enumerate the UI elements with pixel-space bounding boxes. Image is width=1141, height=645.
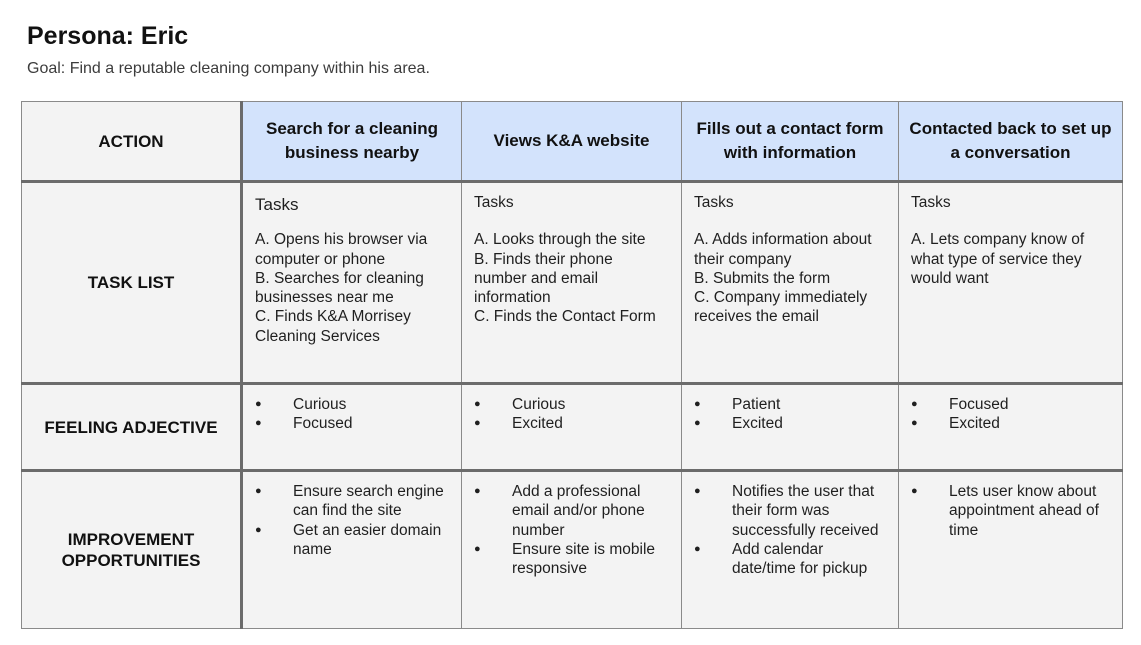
- stage-1-feelings: CuriousFocused: [241, 383, 462, 472]
- action-row: ACTION Search for a cleaning business ne…: [21, 101, 1123, 183]
- opportunity-item: Notifies the user that their form was su…: [694, 482, 890, 540]
- task-item: C. Finds K&A Morrisey Cleaning Services: [255, 308, 411, 345]
- task-item: C. Finds the Contact Form: [474, 308, 656, 326]
- opportunity-item: Ensure site is mobile responsive: [474, 540, 673, 579]
- stage-1-tasks: Tasks A. Opens his browser via computer …: [241, 181, 462, 385]
- tasks-label: Tasks: [474, 194, 514, 211]
- journey-map-table: ACTION Search for a cleaning business ne…: [21, 101, 1123, 629]
- stage-3-feelings: PatientExcited: [681, 383, 899, 472]
- tasks-label: Tasks: [911, 194, 951, 211]
- feeling-item: Excited: [911, 414, 1114, 434]
- stage-4-action: Contacted back to set up a conversation: [898, 101, 1123, 183]
- task-item: A. Adds information about their company: [694, 231, 872, 268]
- persona-title: Persona: Eric: [27, 22, 189, 50]
- row-header-improvement-line2: OPPORTUNITIES: [61, 551, 201, 570]
- row-header-action: ACTION: [21, 101, 243, 183]
- task-item: B. Finds their phone number and email in…: [474, 250, 613, 307]
- improvement-row: IMPROVEMENT OPPORTUNITIES Ensure search …: [21, 470, 1123, 629]
- stage-4-opportunities: Lets user know about appointment ahead o…: [898, 470, 1123, 629]
- feeling-item: Patient: [694, 395, 890, 415]
- task-item: A. Opens his browser via computer or pho…: [255, 231, 428, 268]
- stage-1-opportunities: Ensure search engine can find the siteGe…: [241, 470, 462, 629]
- persona-goal: Goal: Find a reputable cleaning company …: [27, 60, 430, 77]
- tasks-label: Tasks: [694, 194, 734, 211]
- task-item: A. Lets company know of what type of ser…: [911, 231, 1085, 287]
- feeling-item: Focused: [255, 414, 453, 434]
- task-item: A. Looks through the site: [474, 231, 646, 249]
- stage-2-action: Views K&A website: [461, 101, 682, 183]
- stage-2-tasks: Tasks A. Looks through the site B. Finds…: [461, 181, 682, 385]
- row-header-feeling: FEELING ADJECTIVE: [21, 383, 243, 472]
- tasks-label: Tasks: [255, 195, 299, 214]
- opportunity-item: Add a professional email and/or phone nu…: [474, 482, 673, 540]
- stage-3-opportunities: Notifies the user that their form was su…: [681, 470, 899, 629]
- opportunity-item: Get an easier domain name: [255, 521, 453, 560]
- task-item: C. Company immediately receives the emai…: [694, 289, 868, 326]
- feeling-item: Curious: [255, 395, 453, 415]
- feeling-item: Focused: [911, 395, 1114, 415]
- task-item: B. Searches for cleaning businesses near…: [255, 269, 424, 307]
- row-header-task-list: TASK LIST: [21, 181, 243, 385]
- feeling-item: Excited: [474, 414, 673, 434]
- feeling-item: Curious: [474, 395, 673, 415]
- stage-4-tasks: Tasks A. Lets company know of what type …: [898, 181, 1123, 385]
- opportunity-item: Lets user know about appointment ahead o…: [911, 482, 1114, 540]
- stage-4-feelings: FocusedExcited: [898, 383, 1123, 472]
- opportunity-item: Add calendar date/time for pickup: [694, 540, 890, 579]
- task-item: B. Submits the form: [694, 269, 831, 287]
- feeling-row: FEELING ADJECTIVE CuriousFocused Curious…: [21, 383, 1123, 472]
- row-header-improvement-line1: IMPROVEMENT: [67, 530, 195, 549]
- task-list-row: TASK LIST Tasks A. Opens his browser via…: [21, 181, 1123, 385]
- stage-2-opportunities: Add a professional email and/or phone nu…: [461, 470, 682, 629]
- opportunity-item: Ensure search engine can find the site: [255, 482, 453, 521]
- feeling-item: Excited: [694, 414, 890, 434]
- stage-2-feelings: CuriousExcited: [461, 383, 682, 472]
- stage-1-action: Search for a cleaning business nearby: [241, 101, 462, 183]
- stage-3-action: Fills out a contact form with informatio…: [681, 101, 899, 183]
- row-header-improvement: IMPROVEMENT OPPORTUNITIES: [21, 470, 243, 629]
- stage-3-tasks: Tasks A. Adds information about their co…: [681, 181, 899, 385]
